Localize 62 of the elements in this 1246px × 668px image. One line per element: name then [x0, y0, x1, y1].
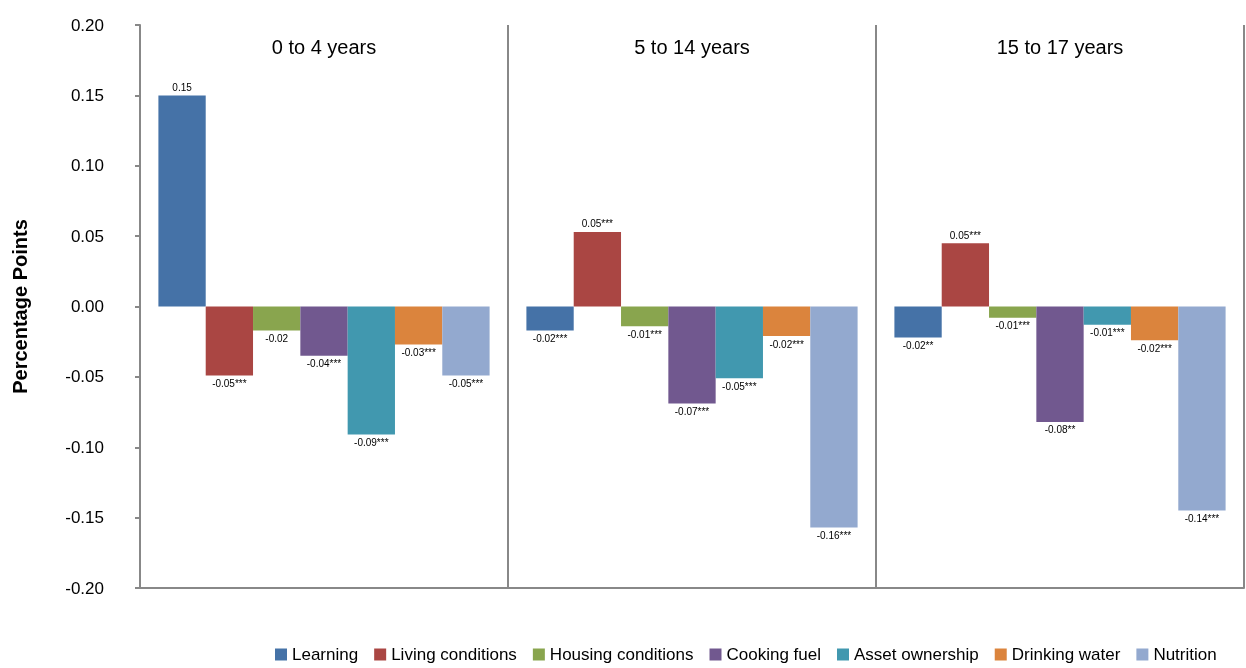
data-label: 0.05*** [581, 218, 614, 230]
bar [941, 243, 990, 307]
bar [715, 306, 763, 379]
data-label: -0.14*** [1184, 513, 1220, 525]
y-tick-label: 0.00 [70, 297, 104, 316]
bar [347, 306, 395, 435]
data-label: 0.15 [172, 81, 193, 93]
y-tick-label: -0.20 [65, 578, 104, 598]
bar [762, 306, 811, 337]
data-label: -0.01*** [1090, 327, 1125, 339]
data-label: -0.07*** [674, 406, 710, 418]
data-label: -0.02*** [1137, 342, 1172, 354]
y-tick-label: -0.05 [65, 367, 104, 387]
legend-label: Living conditions [391, 645, 517, 664]
bar [394, 306, 443, 345]
bar [621, 306, 669, 327]
legend-label: Cooking fuel [726, 645, 822, 664]
x-tick-label: 0 to 4 years [271, 36, 377, 58]
bar [1036, 306, 1084, 422]
bar [573, 231, 622, 307]
data-label: -0.05*** [722, 380, 757, 392]
data-label: -0.16*** [816, 529, 852, 541]
data-label: -0.01*** [995, 320, 1031, 332]
bar [158, 95, 206, 307]
bar [1130, 306, 1179, 341]
data-label: -0.01*** [627, 328, 663, 340]
bar [442, 306, 490, 376]
data-label: 0.05*** [949, 229, 982, 241]
data-label: -0.02** [902, 339, 934, 351]
y-tick-label: 0.15 [70, 85, 104, 105]
x-tick-label: 5 to 14 years [634, 36, 750, 58]
legend-label: Learning [292, 645, 359, 664]
data-label: -0.02*** [532, 332, 568, 344]
legend-label: Nutrition [1153, 645, 1217, 664]
bar [253, 306, 301, 331]
y-tick-label: 0.05 [70, 226, 104, 246]
legend-label: Housing conditions [549, 645, 694, 664]
y-axis-title: Percentage Points [9, 219, 31, 394]
y-tick-label: -0.10 [65, 437, 104, 457]
legend-label: Asset ownership [854, 645, 979, 664]
y-tick-label: 0.10 [70, 156, 104, 176]
data-label: -0.02*** [769, 338, 804, 350]
data-label: -0.05*** [448, 377, 484, 389]
legend-label: Drinking water [1011, 645, 1121, 664]
bar [668, 306, 716, 404]
data-label: -0.04*** [306, 358, 342, 370]
data-label: -0.03*** [401, 347, 436, 358]
data-label: -0.02 [265, 332, 289, 344]
x-tick-label: 15 to 17 years [996, 36, 1124, 58]
bar [300, 306, 348, 356]
bar [526, 306, 574, 331]
bar [1083, 306, 1131, 325]
bar [894, 306, 942, 338]
bar [810, 306, 858, 528]
data-label: -0.08** [1044, 424, 1076, 436]
bar [989, 306, 1037, 318]
y-tick-label: -0.15 [65, 508, 104, 528]
y-tick-label: 0.20 [70, 15, 104, 35]
bar [1178, 306, 1226, 511]
data-label: -0.09*** [354, 437, 389, 449]
data-label: -0.05*** [212, 377, 247, 389]
bar [205, 306, 254, 376]
